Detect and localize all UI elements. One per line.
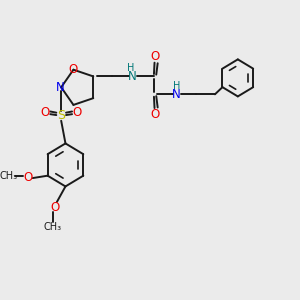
Text: O: O	[151, 50, 160, 63]
Text: S: S	[57, 109, 65, 122]
Text: O: O	[151, 107, 160, 121]
Text: O: O	[50, 201, 59, 214]
Text: H: H	[128, 63, 135, 73]
Text: N: N	[172, 88, 181, 101]
Text: O: O	[41, 106, 50, 119]
Text: O: O	[72, 106, 82, 119]
Text: N: N	[56, 81, 65, 94]
Text: O: O	[23, 171, 33, 184]
Text: H: H	[173, 81, 181, 91]
Text: CH₃: CH₃	[0, 171, 18, 181]
Text: CH₃: CH₃	[44, 222, 62, 232]
Text: N: N	[128, 70, 137, 83]
Text: O: O	[69, 63, 78, 76]
